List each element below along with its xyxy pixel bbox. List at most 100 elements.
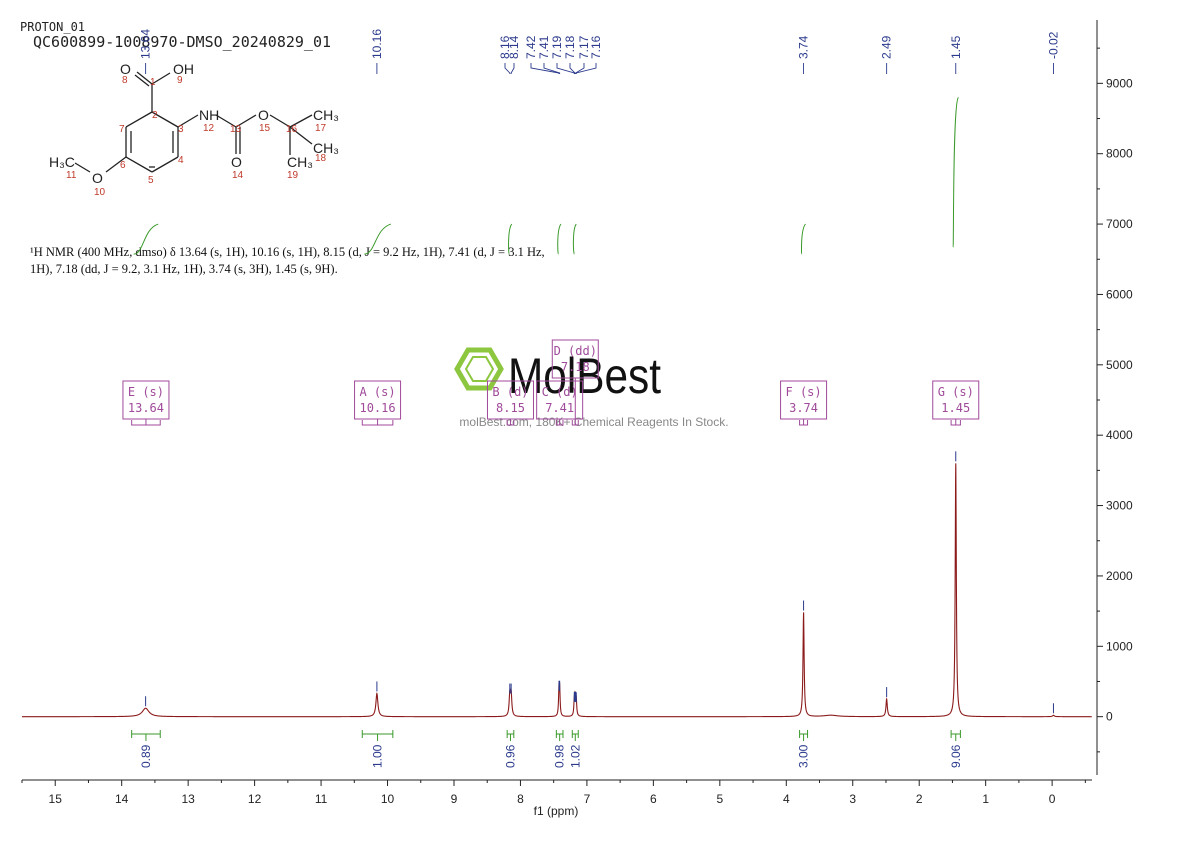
peak-label: 10.16 xyxy=(370,29,384,59)
multiplet-shift: 3.74 xyxy=(789,401,818,415)
sample-name: QC600899-1008970-DMSO_20240829_01 xyxy=(33,33,331,51)
structure-atom-numbers: 1 2 3 4 5 6 7 8 9 10 11 12 13 14 15 16 1… xyxy=(66,75,327,198)
peak-label: 8.16 xyxy=(498,35,512,59)
integral-9.06: 9.06 xyxy=(949,97,963,768)
x-tick-label: 10 xyxy=(381,792,395,806)
atom-keto-o: O xyxy=(231,154,242,170)
integral-value: 1.02 xyxy=(568,744,582,768)
molbest-inner-hexagon-icon xyxy=(464,356,495,382)
atom-methoxy-c: H₃C xyxy=(49,154,75,170)
y-tick-label: 3000 xyxy=(1106,499,1133,513)
atom-number-3: 3 xyxy=(178,124,184,135)
y-tick-label: 8000 xyxy=(1106,147,1133,161)
multiplet-label: E (s) xyxy=(128,385,164,399)
multiplet-shift: 7.41 xyxy=(545,401,574,415)
integral-0.98: 0.98 xyxy=(553,223,567,768)
x-tick-label: 4 xyxy=(783,792,790,806)
peak-label-stem xyxy=(556,63,575,74)
multiplet-shift: 10.16 xyxy=(359,401,395,415)
integral-1.02: 1.02 xyxy=(568,223,582,768)
peak-label: 7.18 xyxy=(563,35,577,59)
peak-label: 7.42 xyxy=(524,35,538,59)
peak-label-stem xyxy=(575,63,585,74)
integral-value: 0.89 xyxy=(139,744,153,768)
peak-label: 7.41 xyxy=(537,35,551,59)
integral-curve xyxy=(952,97,959,248)
integral-curve xyxy=(572,223,577,255)
x-tick-label: 2 xyxy=(916,792,923,806)
atom-number-11: 11 xyxy=(66,170,77,181)
y-tick-label: 4000 xyxy=(1106,428,1133,442)
atom-number-7: 7 xyxy=(119,124,125,135)
atom-hydroxyl: OH xyxy=(173,61,194,77)
y-tick-label: 0 xyxy=(1106,710,1113,724)
peak-label-stem xyxy=(543,63,561,74)
atom-number-15: 15 xyxy=(259,123,271,134)
integral-value: 1.00 xyxy=(371,744,385,768)
multiplet-e: E (s) 13.64 xyxy=(122,380,170,426)
molbest-hexagon-icon xyxy=(454,347,504,391)
x-axis-label: f1 (ppm) xyxy=(534,804,579,818)
multiplet-b: B (d) 8.15 xyxy=(486,380,534,426)
y-tick-label: 2000 xyxy=(1106,569,1133,583)
atom-number-5: 5 xyxy=(148,175,154,186)
multiplet-label: A (s) xyxy=(359,385,395,399)
atom-number-19: 19 xyxy=(287,170,299,181)
multiplet-label: G (s) xyxy=(938,385,974,399)
integral-value: 3.00 xyxy=(797,744,811,768)
peak-label: 7.19 xyxy=(550,35,564,59)
integral-curve xyxy=(133,223,159,255)
atom-number-6: 6 xyxy=(120,160,126,171)
x-tick-label: 9 xyxy=(451,792,458,806)
atom-methoxy-o: O xyxy=(92,170,103,186)
multiplet-label: C (d) xyxy=(542,385,578,399)
peak-label-stem xyxy=(504,63,511,74)
y-tick-label: 7000 xyxy=(1106,217,1133,231)
x-tick-label: 14 xyxy=(115,792,129,806)
integral-curve xyxy=(508,223,513,255)
peak-label: 8.14 xyxy=(507,35,521,59)
peak-label: 7.16 xyxy=(589,35,603,59)
x-tick-label: 0 xyxy=(1049,792,1056,806)
integral-curve xyxy=(800,223,806,255)
multiplet-label: D (dd) xyxy=(554,344,597,358)
x-tick-label: 3 xyxy=(849,792,856,806)
x-tick-label: 8 xyxy=(517,792,524,806)
peak-label: 7.17 xyxy=(577,35,591,59)
peak-label-stem xyxy=(510,63,515,74)
integral-1.00: 1.00 xyxy=(361,223,394,768)
y-tick-label: 5000 xyxy=(1106,358,1133,372)
experiment-name: PROTON_01 xyxy=(20,20,85,34)
x-tick-label: 13 xyxy=(181,792,195,806)
atom-number-4: 4 xyxy=(178,155,184,166)
integral-value: 9.06 xyxy=(949,744,963,768)
structure-atoms: O OH NH O O O H₃C CH₃ CH₃ CH₃ xyxy=(49,61,339,186)
atom-ch3-b: CH₃ xyxy=(313,140,339,156)
spectrum-trace xyxy=(22,463,1092,718)
integral-0.89: 0.89 xyxy=(131,223,161,768)
peak-label-stem xyxy=(569,63,576,74)
x-tick-label: 12 xyxy=(248,792,262,806)
x-tick-label: 7 xyxy=(584,792,591,806)
multiplet-shift: 1.45 xyxy=(941,401,970,415)
peak-label: 13.64 xyxy=(139,29,153,59)
y-tick-label: 6000 xyxy=(1106,287,1133,301)
nmr-summary-line1: ¹H NMR (400 MHz, dmso) δ 13.64 (s, 1H), … xyxy=(30,245,545,259)
multiplet-g: G (s) 1.45 xyxy=(932,380,980,426)
atom-number-9: 9 xyxy=(177,75,183,86)
atom-number-1: 1 xyxy=(150,77,156,88)
peak-label: 2.49 xyxy=(880,35,894,59)
multiplet-c: C (d) 7.41 xyxy=(536,380,584,426)
atom-ester-o: O xyxy=(258,107,269,123)
y-tick-label: 9000 xyxy=(1106,76,1133,90)
atom-number-16: 16 xyxy=(286,124,298,135)
x-tick-label: 6 xyxy=(650,792,657,806)
peak-label-stem xyxy=(530,63,560,74)
chemical-structure xyxy=(74,71,313,173)
atom-number-17: 17 xyxy=(315,123,327,134)
atom-number-14: 14 xyxy=(232,170,244,181)
nmr-summary-line2: 1H), 7.18 (dd, J = 9.2, 3.1 Hz, 1H), 3.7… xyxy=(30,262,338,276)
x-tick-label: 5 xyxy=(716,792,723,806)
atom-number-18: 18 xyxy=(315,153,327,164)
